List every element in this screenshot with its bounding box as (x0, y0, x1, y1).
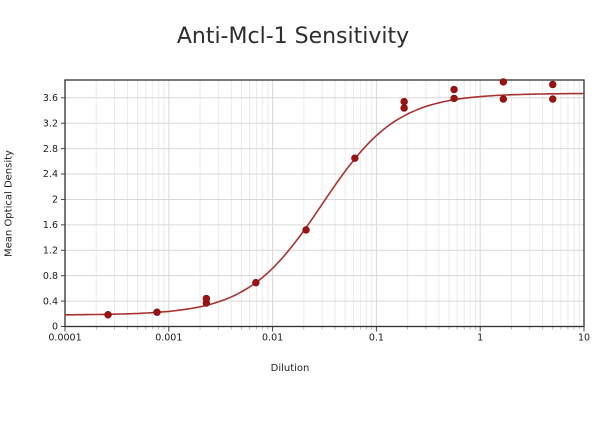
y-tick-label: 1.6 (43, 220, 58, 231)
data-point (302, 226, 310, 234)
y-tick-label: 0.8 (43, 271, 58, 282)
y-tick-label: 3.6 (43, 93, 58, 104)
y-tick-label: 0 (52, 322, 58, 333)
y-tick-label: 2.8 (43, 144, 58, 155)
data-point (499, 78, 508, 86)
data-point (252, 278, 260, 287)
data-point (351, 154, 359, 162)
data-point (549, 95, 557, 103)
y-axis-label: Mean Optical Density (3, 150, 15, 257)
data-point (499, 95, 508, 103)
data-point (400, 104, 408, 112)
x-axis-label: Dilution (270, 363, 310, 374)
chart-title: Anti-Mcl-1 Sensitivity (176, 24, 410, 49)
y-tick-label: 2.4 (43, 169, 58, 180)
y-tick-label: 0.4 (43, 296, 58, 307)
plot-border (64, 79, 585, 328)
data-point (450, 94, 458, 103)
x-tick-label: 0.001 (155, 333, 182, 344)
y-tick-label: 3.2 (43, 118, 58, 129)
data-point (202, 294, 211, 303)
data-point (400, 97, 408, 106)
data-point (104, 311, 112, 319)
fit-curve-line (65, 92, 585, 316)
x-tick-label: 1 (477, 333, 483, 344)
x-tick-label: 0.0001 (48, 333, 81, 344)
x-tick-label: 0.1 (369, 333, 384, 344)
y-tick-label: 2 (52, 195, 58, 206)
data-point (549, 80, 557, 89)
data-point (450, 85, 458, 94)
x-tick-label: 10 (578, 333, 590, 344)
y-tick-label: 1.2 (43, 245, 58, 256)
x-tick-label: 0.01 (262, 333, 283, 344)
data-point (153, 308, 161, 316)
